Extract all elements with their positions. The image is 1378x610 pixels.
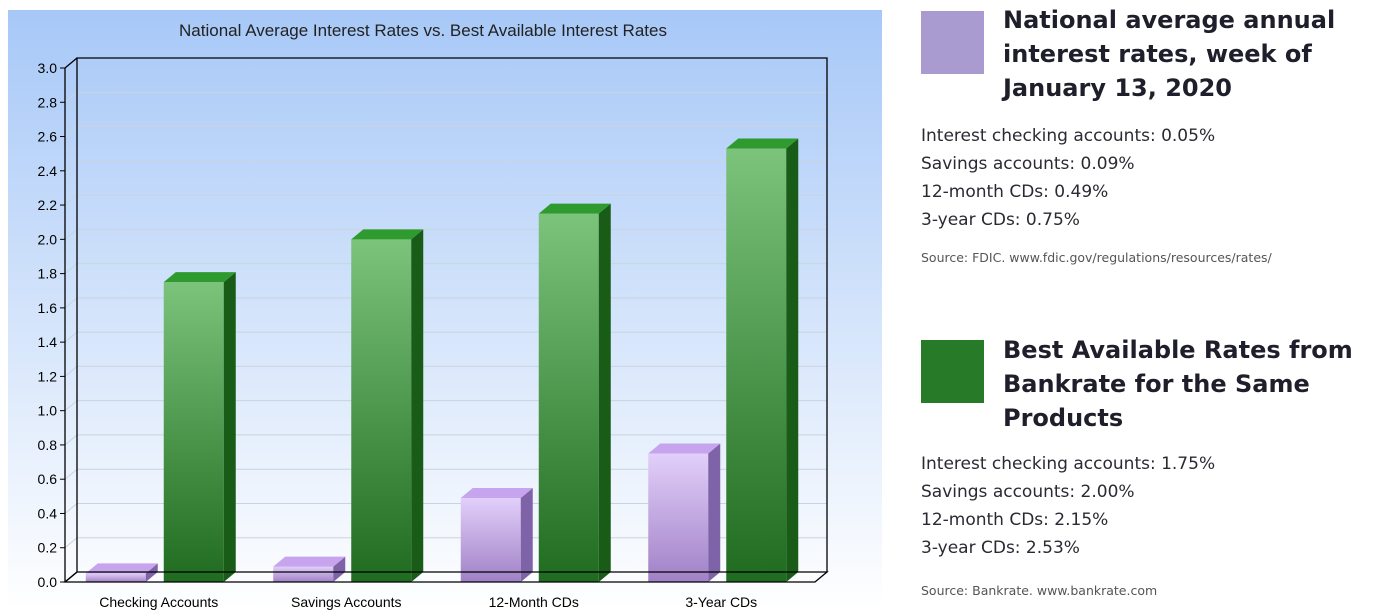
bar-side xyxy=(786,138,799,582)
national-average-bar xyxy=(460,488,533,582)
best-available-bar xyxy=(726,138,799,582)
gridline-side xyxy=(64,366,78,377)
legend-best-source: Source: Bankrate. www.bankrate.com xyxy=(921,583,1158,598)
national-average-bar xyxy=(85,563,158,582)
y-tick-label: 1.6 xyxy=(38,300,58,316)
gridline-side xyxy=(64,503,78,514)
y-tick-label: 1.8 xyxy=(38,266,58,282)
bar-side xyxy=(333,556,346,582)
best-available-swatch xyxy=(921,340,984,403)
bar-top xyxy=(273,556,346,567)
gridline-side xyxy=(64,194,78,206)
list-item: 12-month CDs: 0.49% xyxy=(921,182,1109,202)
y-tick-label: 0.8 xyxy=(38,437,58,453)
x-tick-label: 3-Year CDs xyxy=(685,594,757,610)
list-item: 12-month CDs: 2.15% xyxy=(921,510,1109,530)
legend-national-list: Interest checking accounts: 0.05% Saving… xyxy=(921,122,1371,234)
bar-top xyxy=(351,229,424,240)
bar-side xyxy=(223,272,236,582)
chart-title: National Average Interest Rates vs. Best… xyxy=(179,21,667,40)
legend-national-title: National average annual interest rates, … xyxy=(1003,6,1336,102)
best-available-bar xyxy=(351,229,424,583)
legend-best-list: Interest checking accounts: 1.75% Saving… xyxy=(921,450,1371,562)
bar-front xyxy=(726,148,787,582)
best-available-bar xyxy=(538,203,611,582)
y-tick-label: 3.0 xyxy=(38,60,58,76)
bar-side xyxy=(411,229,424,583)
gridline-side xyxy=(64,228,78,240)
legend-panel: National average annual interest rates, … xyxy=(921,0,1371,610)
gridline-side xyxy=(64,263,78,274)
bar-side xyxy=(520,488,533,582)
y-tick-label: 2.6 xyxy=(38,129,58,145)
gridline-side xyxy=(64,297,78,309)
x-tick-label: Checking Accounts xyxy=(99,594,218,610)
y-tick-label: 0.0 xyxy=(38,574,58,590)
list-item: 3-year CDs: 2.53% xyxy=(921,538,1080,558)
bar-chart: 0.0 0.2 0.4 0.6 0.8 1.0 1.2 1.4 1.6 1.8 2.0 2.2 2.4 2… xyxy=(8,10,882,610)
plot-frame xyxy=(76,57,828,572)
y-tick-label: 0.4 xyxy=(38,505,58,521)
frame-top-left xyxy=(64,57,78,69)
bar-top xyxy=(648,443,721,454)
gridline-side xyxy=(64,160,78,172)
chart-canvas: 0.0 0.2 0.4 0.6 0.8 1.0 1.2 1.4 1.6 1.8 2.0 2.2 2.4 2… xyxy=(8,10,882,610)
list-item: 3-year CDs: 0.75% xyxy=(921,210,1080,230)
gridline-side xyxy=(64,537,78,549)
x-tick-label: 12-Month CDs xyxy=(489,594,579,610)
legend-best-title: Best Available Rates from Bankrate for t… xyxy=(1003,336,1353,432)
y-tick-label: 2.0 xyxy=(38,231,58,247)
y-tick-label: 1.0 xyxy=(38,403,58,419)
y-tick-label: 2.4 xyxy=(38,163,58,179)
national-average-bar xyxy=(273,556,346,582)
x-tick-label: Savings Accounts xyxy=(291,594,402,610)
y-tick-label: 2.8 xyxy=(38,94,58,110)
y-tick-label: 2.2 xyxy=(38,197,58,213)
y-tick-label: 1.2 xyxy=(38,368,58,384)
list-item: Interest checking accounts: 1.75% xyxy=(921,454,1216,474)
bar-top xyxy=(538,203,611,214)
x-axis-floor xyxy=(63,571,829,583)
bar-top xyxy=(460,488,533,499)
national-average-swatch xyxy=(921,11,984,74)
bar-top xyxy=(726,138,799,149)
bar-front xyxy=(648,453,709,582)
national-average-bar xyxy=(648,443,721,582)
y-tick-label: 0.6 xyxy=(38,471,58,487)
bar-front xyxy=(273,566,334,582)
bar-front xyxy=(538,213,599,582)
bar-front xyxy=(351,239,412,583)
bar-side xyxy=(145,563,158,582)
gridline-side xyxy=(64,331,78,343)
gridline-side xyxy=(64,126,78,137)
bar-top xyxy=(85,563,158,574)
gridline-side xyxy=(64,91,78,103)
list-item: Interest checking accounts: 0.05% xyxy=(921,126,1216,146)
bar-top xyxy=(163,272,236,283)
best-available-bar xyxy=(163,272,236,582)
bar-front xyxy=(163,282,224,582)
gridline-side xyxy=(64,468,78,480)
gridline-side xyxy=(64,400,78,412)
bar-front xyxy=(460,498,521,582)
list-item: Savings accounts: 0.09% xyxy=(921,154,1135,174)
bar-side xyxy=(598,203,611,582)
bar-front xyxy=(85,573,146,582)
y-tick-label: 0.2 xyxy=(38,540,58,556)
list-item: Savings accounts: 2.00% xyxy=(921,482,1135,502)
gridline-side xyxy=(64,434,78,446)
legend-national-source: Source: FDIC. www.fdic.gov/regulations/r… xyxy=(921,250,1272,265)
bar-side xyxy=(708,443,721,582)
y-tick-label: 1.4 xyxy=(38,334,58,350)
